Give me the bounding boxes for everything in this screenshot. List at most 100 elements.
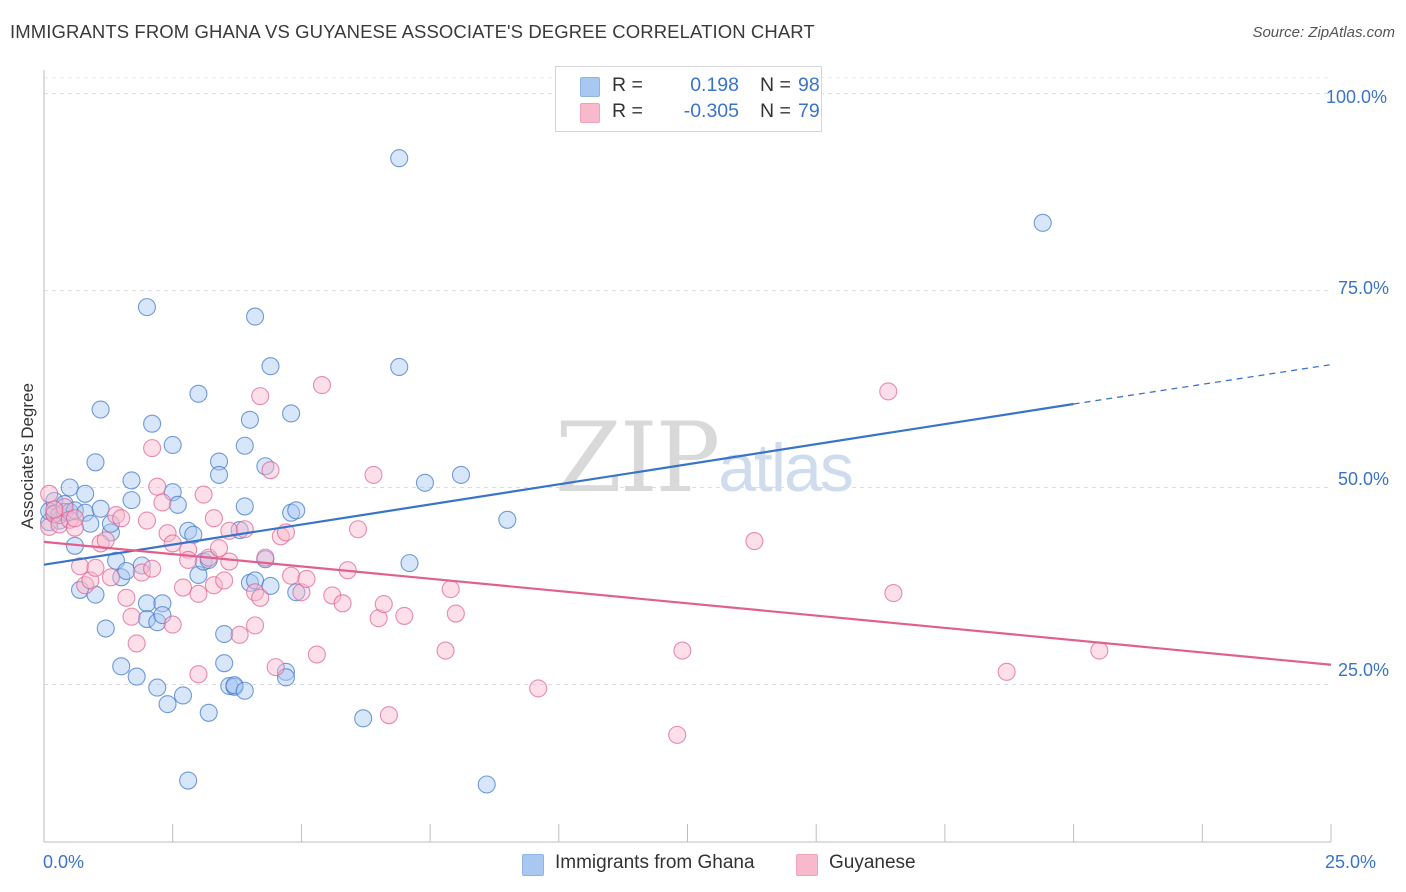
legend-n-label: N = <box>760 100 791 122</box>
ghana-point <box>127 667 146 686</box>
guyanese-point <box>107 506 126 525</box>
guyanese-point <box>997 662 1016 681</box>
guyanese-point <box>143 439 162 458</box>
guyanese-trend-line <box>43 540 1332 666</box>
y-axis-label: Associate's Degree <box>18 383 37 529</box>
legend-r-label: R = <box>612 74 643 96</box>
ghana-point <box>235 497 254 516</box>
y-tick-label-75: 75.0% <box>1338 278 1390 298</box>
guyanese-point <box>379 706 398 725</box>
guyanese-point <box>215 571 234 590</box>
guyanese-point <box>112 509 131 528</box>
ghana-point <box>209 452 229 471</box>
guyanese-point <box>204 576 223 595</box>
ghana-point <box>81 514 100 533</box>
ghana-point <box>168 495 187 514</box>
guyanese-point <box>668 725 687 744</box>
guyanese-point <box>40 484 59 503</box>
ghana-point <box>189 384 208 403</box>
ghana-point <box>132 556 151 575</box>
ghana-point <box>76 484 95 503</box>
x-tick-label-0: 0.0% <box>43 852 85 872</box>
legend-swatch-blue <box>580 77 600 97</box>
ghana-point <box>390 357 409 377</box>
guyanese-point <box>117 588 136 607</box>
bottom-legend-swatch-blue <box>522 854 544 876</box>
guyanese-point <box>230 625 249 644</box>
ghana-point <box>261 576 280 596</box>
ghana-point <box>86 453 105 472</box>
ghana-point <box>451 465 471 484</box>
chart-title: IMMIGRANTS FROM GHANA VS GUYANESE ASSOCI… <box>10 21 815 42</box>
guyanese-point <box>348 520 368 539</box>
legend-n-label: N = <box>760 74 791 96</box>
guyanese-point <box>137 511 157 530</box>
ghana-point <box>400 554 419 573</box>
guyanese-point <box>189 665 208 684</box>
ghana-point <box>215 624 234 644</box>
guyanese-point <box>282 566 301 585</box>
ghana-point <box>112 657 131 676</box>
guyanese-point <box>529 679 548 698</box>
ghana-trend-line <box>43 402 1074 566</box>
ghana-point <box>225 676 244 695</box>
legend-r-value: 0.198 <box>690 74 739 96</box>
legend-r-value: -0.305 <box>683 100 739 122</box>
ghana-point <box>163 435 182 455</box>
guyanese-point <box>220 552 239 571</box>
ghana-point <box>122 471 141 490</box>
correlation-legend: R = 0.198 N = 98 R = -0.305 N = 79 <box>555 66 822 132</box>
guyanese-point <box>65 509 84 528</box>
ghana-point <box>235 436 254 455</box>
ghana-point <box>215 654 234 673</box>
guyanese-point <box>261 461 280 480</box>
guyanese-point <box>292 583 311 602</box>
bottom-legend-swatch-pink <box>796 854 818 876</box>
guyanese-point <box>879 382 898 401</box>
guyanese-point <box>127 634 146 653</box>
ghana-point <box>276 662 296 681</box>
guyanese-point <box>122 607 141 626</box>
guyanese-point <box>1090 641 1109 660</box>
guyanese-point <box>204 509 223 528</box>
guyanese-point <box>101 568 120 587</box>
ghana-point <box>246 307 265 326</box>
guyanese-point <box>153 493 172 512</box>
ghana-trend-extension <box>1073 363 1332 405</box>
guyanese-point <box>395 606 414 625</box>
ghana-point <box>143 414 162 433</box>
ghana-point <box>96 619 115 638</box>
ghana-point <box>179 771 198 790</box>
ghana-point <box>498 510 517 529</box>
guyanese-point <box>369 609 388 628</box>
ghana-point <box>101 514 120 533</box>
guyanese-point <box>148 477 167 496</box>
guyanese-point <box>446 604 465 623</box>
guyanese-point <box>673 641 692 660</box>
ghana-point <box>477 775 496 794</box>
ghana-point <box>282 404 301 423</box>
ghana-point <box>235 681 254 700</box>
guyanese-point <box>307 645 326 664</box>
ghana-point <box>137 298 157 317</box>
guyanese-point <box>173 578 193 597</box>
guyanese-point <box>333 594 352 613</box>
guyanese-point <box>745 532 764 551</box>
ghana-point <box>199 703 218 722</box>
guyanese-point <box>251 588 270 607</box>
legend-swatch-pink <box>580 103 600 123</box>
ghana-point <box>91 499 110 518</box>
guyanese-point <box>194 485 213 504</box>
ghana-point <box>354 709 373 728</box>
guyanese-point <box>441 580 460 599</box>
ghana-point <box>390 149 409 168</box>
ghana-point <box>91 400 110 419</box>
guyanese-point <box>65 518 84 537</box>
guyanese-point <box>297 569 316 588</box>
ghana-point <box>1033 213 1052 232</box>
bottom-legend-label: Immigrants from Ghana <box>555 852 755 873</box>
watermark-zip: ZIP <box>555 402 720 514</box>
ghana-point <box>240 410 259 429</box>
ghana-point <box>415 473 435 492</box>
